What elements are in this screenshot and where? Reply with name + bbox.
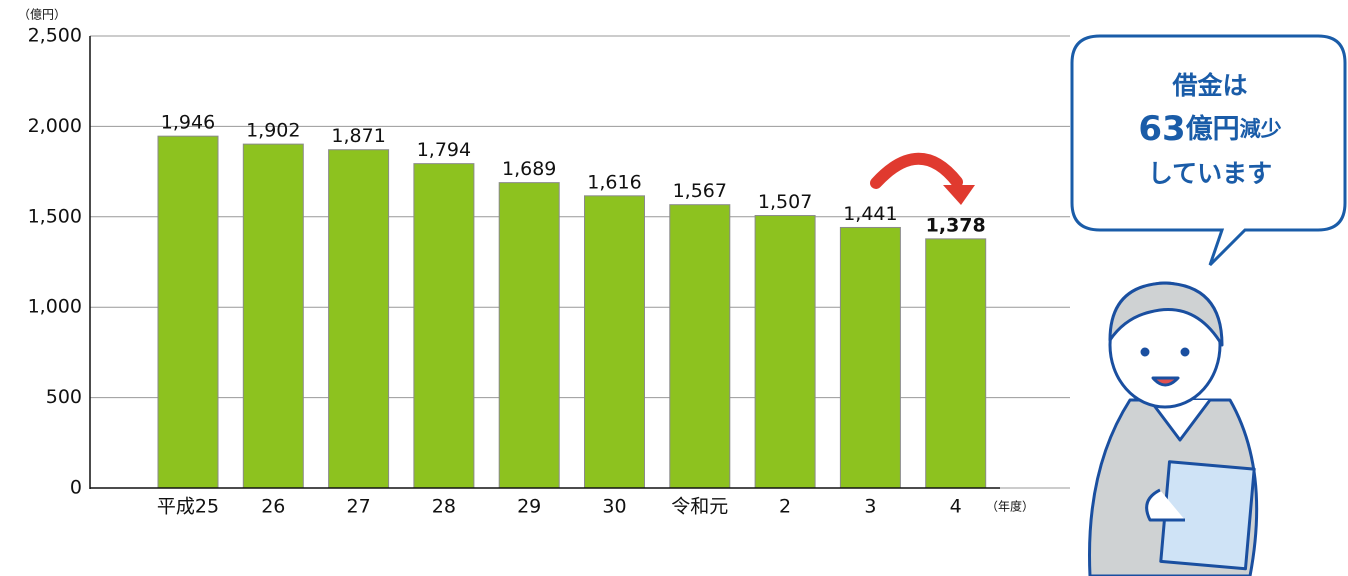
x-tick-label: 3 bbox=[864, 496, 876, 518]
x-tick-label: 2 bbox=[779, 496, 791, 518]
x-tick-label: 令和元 bbox=[671, 496, 728, 518]
value-label: 1,946 bbox=[161, 112, 215, 134]
y-tick-label: 500 bbox=[46, 386, 82, 408]
value-label: 1,794 bbox=[417, 139, 471, 161]
bar bbox=[584, 195, 645, 489]
bubble-line2: 63億円減少 bbox=[1138, 109, 1281, 149]
x-unit: （年度） bbox=[986, 499, 1034, 514]
y-tick-label: 1,500 bbox=[28, 205, 82, 227]
bubble-line3: しています bbox=[1148, 159, 1272, 188]
red-arrow bbox=[870, 152, 975, 205]
speech-bubble: 借金は 63億円減少 しています bbox=[1070, 34, 1347, 267]
bar bbox=[328, 149, 390, 489]
x-tick-label: 平成25 bbox=[157, 496, 219, 518]
x-tick-label: 30 bbox=[602, 496, 626, 518]
bubble-number: 63 bbox=[1138, 109, 1185, 149]
bar bbox=[925, 238, 987, 489]
value-label: 1,871 bbox=[331, 125, 385, 147]
value-label: 1,441 bbox=[843, 203, 897, 225]
bar bbox=[669, 204, 731, 489]
bar bbox=[839, 226, 901, 489]
bar bbox=[498, 182, 560, 489]
value-label: 1,902 bbox=[246, 120, 300, 142]
x-tick-label: 4 bbox=[950, 496, 962, 518]
bar bbox=[157, 135, 219, 489]
person-illustration bbox=[1088, 281, 1259, 576]
value-label: 1,616 bbox=[587, 171, 641, 193]
x-tick-label: 28 bbox=[432, 496, 456, 518]
y-tick-label: 0 bbox=[70, 477, 82, 499]
value-label: 1,689 bbox=[502, 158, 556, 180]
bar bbox=[242, 143, 304, 489]
y-unit: （億円） bbox=[18, 8, 66, 22]
y-tick-label: 1,000 bbox=[28, 296, 82, 318]
bar bbox=[413, 163, 475, 489]
bubble-line1: 借金は bbox=[1171, 71, 1247, 100]
x-tick-label: 27 bbox=[347, 496, 371, 518]
bubble-word: 減少 bbox=[1240, 117, 1282, 141]
value-label: 1,378 bbox=[926, 214, 986, 236]
y-tick-label: 2,500 bbox=[28, 25, 82, 47]
bubble-unit: 億円 bbox=[1186, 114, 1240, 145]
value-label: 1,567 bbox=[673, 180, 727, 202]
bar bbox=[754, 215, 816, 489]
value-label: 1,507 bbox=[758, 191, 812, 213]
y-tick-label: 2,000 bbox=[28, 115, 82, 137]
x-tick-label: 29 bbox=[517, 496, 541, 518]
x-tick-label: 26 bbox=[261, 496, 285, 518]
